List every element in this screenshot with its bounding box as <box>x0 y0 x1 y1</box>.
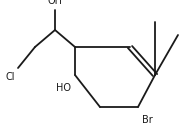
Text: HO: HO <box>56 83 71 93</box>
Text: Br: Br <box>142 115 153 125</box>
Text: Cl: Cl <box>5 72 15 82</box>
Text: OH: OH <box>47 0 63 6</box>
